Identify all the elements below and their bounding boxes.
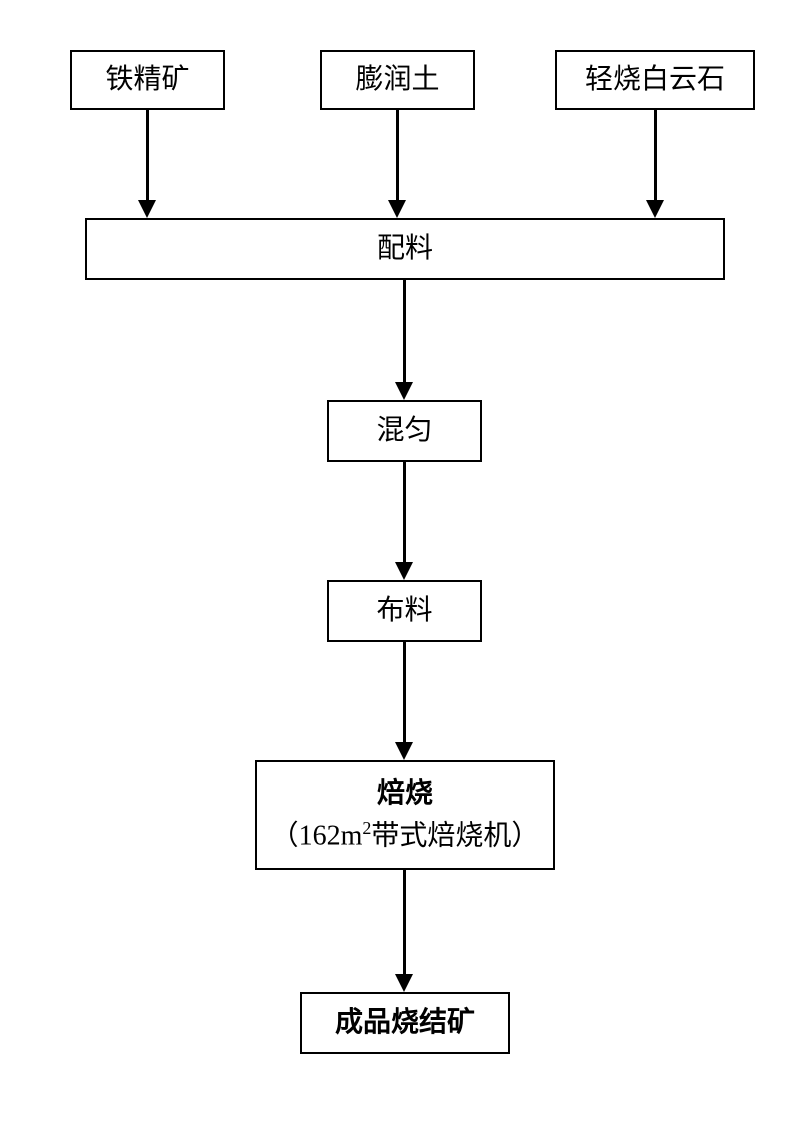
label: 配料 bbox=[377, 229, 433, 268]
label: 轻烧白云石 bbox=[585, 60, 725, 99]
arrow-head-icon bbox=[388, 200, 406, 218]
step-roasting: 焙烧 （162m2带式焙烧机） bbox=[255, 760, 555, 870]
input-dolomite: 轻烧白云石 bbox=[555, 50, 755, 110]
arrow-line bbox=[403, 280, 406, 382]
label: 焙烧 （162m2带式焙烧机） bbox=[263, 765, 548, 865]
arrow-line bbox=[146, 110, 149, 200]
input-iron-concentrate: 铁精矿 bbox=[70, 50, 225, 110]
arrow-head-icon bbox=[138, 200, 156, 218]
arrow-line bbox=[403, 462, 406, 562]
arrow-line bbox=[403, 642, 406, 742]
arrow-line bbox=[654, 110, 657, 200]
label: 成品烧结矿 bbox=[335, 1003, 475, 1042]
label: 膨润土 bbox=[355, 60, 439, 99]
arrow-line bbox=[396, 110, 399, 200]
roasting-detail: （162m2带式焙烧机） bbox=[271, 815, 540, 857]
arrow-head-icon bbox=[646, 200, 664, 218]
step-batching: 配料 bbox=[85, 218, 725, 280]
label: 混匀 bbox=[376, 411, 432, 450]
input-bentonite: 膨润土 bbox=[320, 50, 475, 110]
arrow-head-icon bbox=[395, 742, 413, 760]
arrow-head-icon bbox=[395, 382, 413, 400]
step-finished-sinter: 成品烧结矿 bbox=[300, 992, 510, 1054]
roasting-title: 焙烧 bbox=[271, 773, 540, 815]
arrow-head-icon bbox=[395, 562, 413, 580]
arrow-line bbox=[403, 870, 406, 974]
arrow-head-icon bbox=[395, 974, 413, 992]
step-distribution: 布料 bbox=[327, 580, 482, 642]
label: 布料 bbox=[376, 591, 432, 630]
label: 铁精矿 bbox=[105, 60, 189, 99]
step-mixing: 混匀 bbox=[327, 400, 482, 462]
